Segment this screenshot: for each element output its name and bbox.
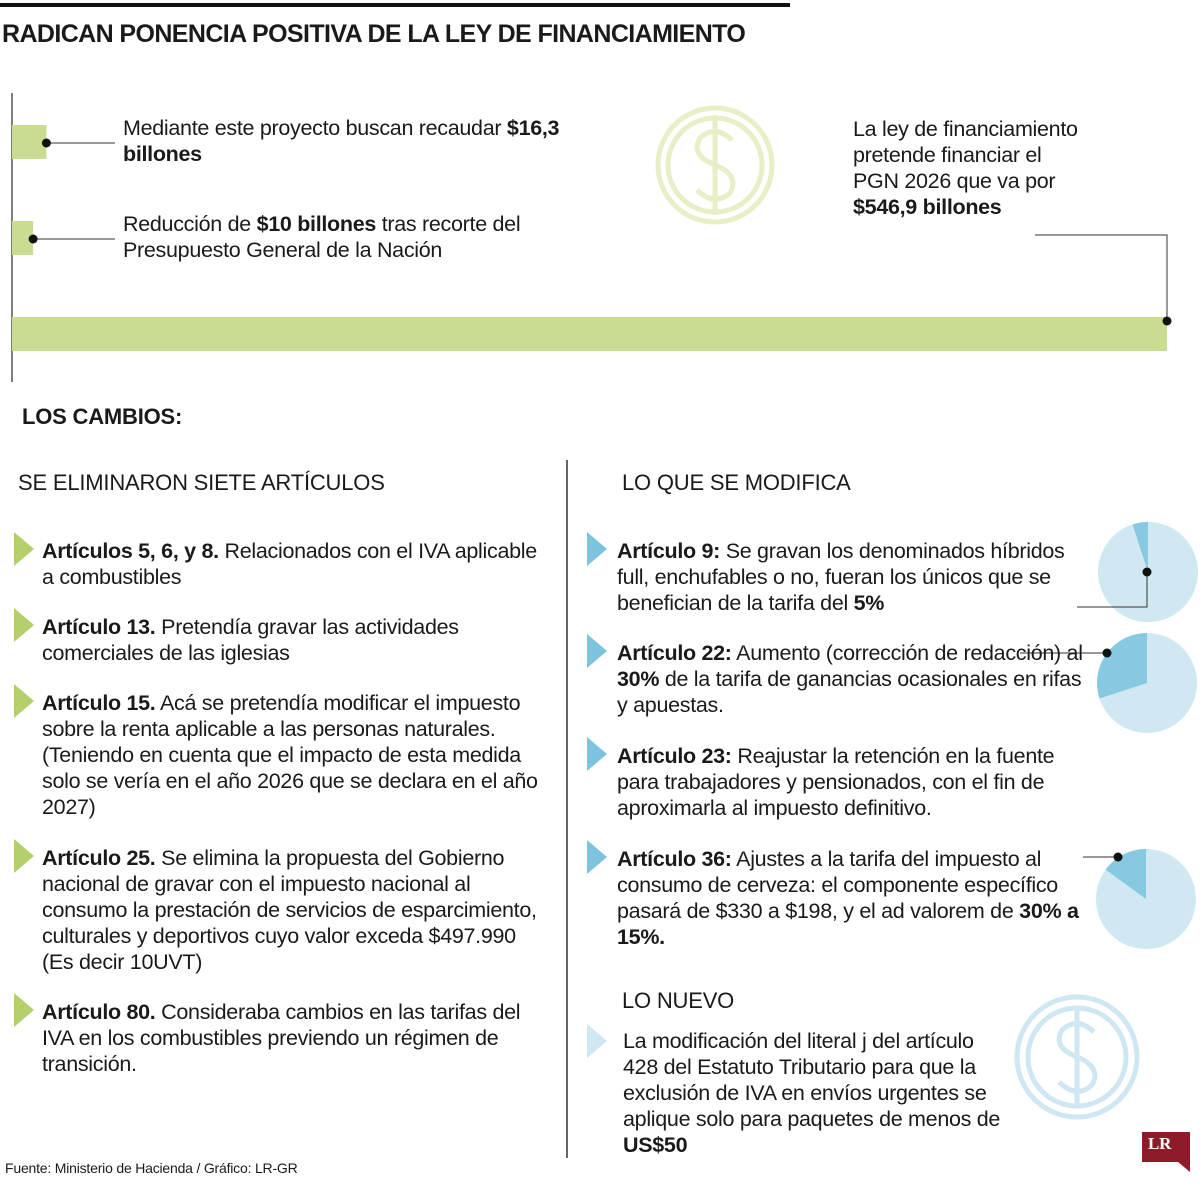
text: Se elimina la propuesta del Gobierno nac… — [42, 846, 537, 974]
arrow-green — [14, 993, 34, 1027]
bold-text: Artículo 22: — [617, 641, 732, 665]
text: Reducción de — [123, 212, 257, 236]
bold-text: Artículo 9: — [617, 539, 721, 563]
text: La ley de financiamiento pretende financ… — [853, 117, 1078, 193]
leader-dot — [1162, 316, 1172, 326]
text: Aumento (corrección de redacción) al — [731, 641, 1083, 665]
text: Se gravan los denominados híbridos full,… — [617, 539, 1065, 615]
arrow-blue — [587, 737, 607, 771]
pie-slice — [1132, 522, 1148, 572]
bar — [12, 125, 47, 159]
text: de la tarifa de ganancias ocasionales en… — [617, 667, 1082, 717]
dollar-icon-green — [655, 105, 775, 225]
paragraph: Artículo 25. Se elimina la propuesta del… — [42, 845, 552, 975]
paragraph: Mediante este proyecto buscan recaudar $… — [123, 115, 593, 167]
text: Reajustar la retención en la fuente para… — [617, 744, 1055, 820]
bold-text: Artículo 25. — [42, 846, 156, 870]
paragraph: La ley de financiamiento pretende financ… — [853, 116, 1088, 220]
arrow-green — [14, 532, 34, 566]
arrow-green — [14, 839, 34, 873]
bold-text: Artículo 13. — [42, 615, 156, 639]
bold-text: Artículo 15. — [42, 691, 156, 715]
text: tras recorte del Presupuesto General de … — [123, 212, 521, 262]
arrow-blue — [587, 532, 607, 566]
bold-text: 30% — [617, 667, 660, 691]
leader-dot — [1142, 567, 1152, 577]
arrow-blue — [587, 840, 607, 874]
paragraph: Artículo 36: Ajustes a la tarifa del imp… — [617, 846, 1087, 950]
source: Fuente: Ministerio de Hacienda / Gráfico… — [5, 1160, 298, 1176]
logo-text: LR — [1148, 1134, 1172, 1153]
paragraph: Artículo 13. Pretendía gravar las activi… — [42, 614, 552, 666]
bold-text: Artículo 80. — [42, 1000, 156, 1024]
text: Consideraba cambios en las tarifas del I… — [42, 1000, 521, 1076]
section-heading: LO NUEVO — [622, 988, 735, 1013]
dollar-icon-blue — [1014, 994, 1140, 1120]
leader-dot — [1102, 648, 1112, 658]
bold-text: 30% a 15%. — [617, 899, 1079, 949]
arrow-light — [587, 1024, 607, 1058]
text: Relacionados con el IVA aplicable a comb… — [42, 539, 537, 589]
arrow-green — [14, 608, 34, 642]
paragraph: Artículo 15. Acá se pretendía modificar … — [42, 690, 552, 820]
bold-text: US$50 — [623, 1133, 688, 1157]
section-heading: LO QUE SE MODIFICA — [622, 470, 851, 495]
bold-text: Artículos 5, 6, y 8. — [42, 539, 219, 563]
logo — [1142, 1132, 1190, 1172]
text: Mediante este proyecto buscan recaudar — [123, 116, 507, 140]
bold-text: $10 billones — [256, 212, 377, 236]
leader-dot — [41, 138, 51, 148]
leader-line — [1035, 234, 1168, 321]
pie-slice — [1097, 633, 1147, 699]
text: Acá se pretendía modificar el impuesto s… — [42, 691, 538, 819]
paragraph: Artículo 23: Reajustar la retención en l… — [617, 743, 1087, 821]
bold-text: $16,3 billones — [123, 116, 560, 166]
paragraph: Artículo 9: Se gravan los denominados hí… — [617, 538, 1087, 616]
leader-dot — [1113, 852, 1123, 862]
section-heading: SE ELIMINARON SIETE ARTÍCULOS — [18, 470, 385, 495]
bold-text: Artículo 36: — [617, 847, 732, 871]
bar — [12, 317, 1167, 351]
paragraph: Artículos 5, 6, y 8. Relacionados con el… — [42, 538, 552, 590]
leader-dot — [28, 234, 38, 244]
arrow-blue — [587, 634, 607, 668]
bold-text: Artículo 23: — [617, 744, 732, 768]
pie-slice — [1105, 849, 1146, 899]
title: RADICAN PONENCIA POSITIVA DE LA LEY DE F… — [2, 20, 746, 48]
paragraph: Reducción de $10 billones tras recorte d… — [123, 211, 593, 263]
paragraph: Artículo 80. Consideraba cambios en las … — [42, 999, 552, 1077]
leader-line — [1077, 572, 1148, 608]
text: La modificación del literal j del artícu… — [623, 1029, 1001, 1131]
bold-text: $546,9 billones — [853, 195, 1002, 219]
bar — [12, 221, 34, 255]
section-heading: LOS CAMBIOS: — [22, 404, 183, 429]
paragraph: La modificación del literal j del artícu… — [623, 1028, 1013, 1158]
bold-text: 5% — [853, 591, 885, 615]
text: Ajustes a la tarifa del impuesto al cons… — [617, 847, 1058, 923]
paragraph: Artículo 22: Aumento (corrección de reda… — [617, 640, 1087, 718]
text: Pretendía gravar las actividades comerci… — [42, 615, 459, 665]
arrow-green — [14, 684, 34, 718]
